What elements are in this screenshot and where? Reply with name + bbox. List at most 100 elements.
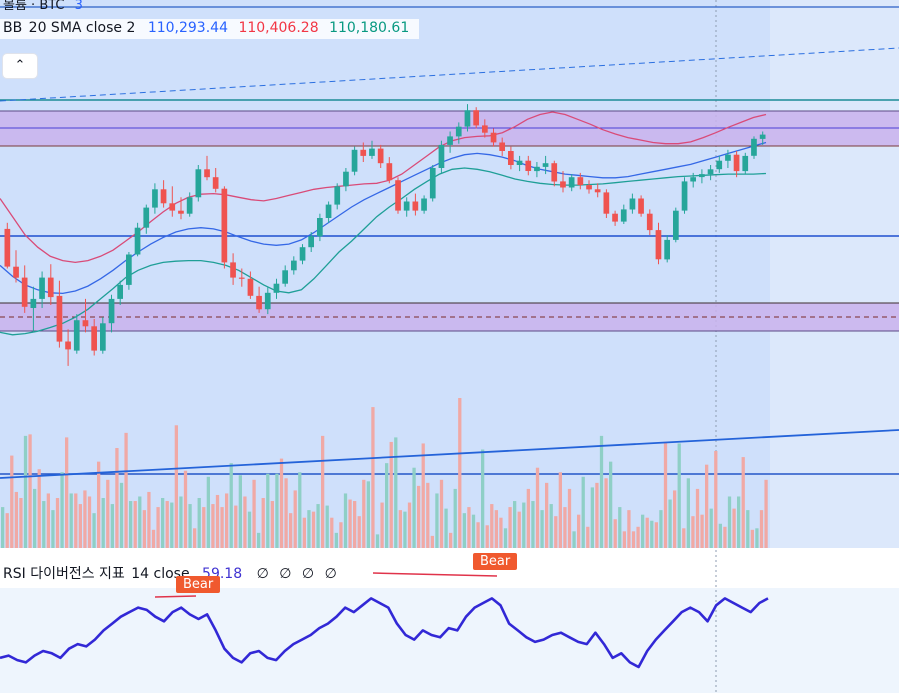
candle [386, 157, 393, 184]
candle [230, 253, 236, 285]
volume-bar [106, 479, 110, 548]
volume-bar [659, 510, 663, 548]
volume-bar [14, 491, 18, 548]
volume-bar [627, 510, 631, 548]
volume-bar [19, 498, 23, 548]
candle [429, 165, 436, 202]
candle-body [464, 110, 471, 127]
volume-bar [65, 437, 69, 548]
null-symbol: ∅ [301, 566, 315, 582]
volume-bar [42, 501, 46, 548]
candle [82, 298, 89, 333]
volume-bar [69, 493, 73, 548]
null-symbol: ∅ [256, 566, 269, 582]
candle-body [438, 144, 445, 168]
candle [516, 155, 523, 172]
volume-bar [513, 501, 517, 548]
volume-bar [206, 476, 210, 548]
volume-bar [133, 501, 137, 548]
candle [646, 209, 653, 235]
candle-body [551, 163, 558, 182]
volume-bar [156, 507, 160, 548]
candle-body [490, 132, 497, 143]
volume-bar [37, 469, 41, 548]
candle-body [742, 155, 749, 172]
volume-bar [101, 498, 105, 548]
candle-body [577, 177, 584, 186]
volume-bar [723, 526, 727, 548]
candle-body [273, 283, 280, 293]
candle [126, 252, 132, 290]
candle [195, 165, 202, 202]
volume-bar [567, 488, 572, 548]
volume-bar [714, 451, 718, 548]
rsi-name: RSI 다이버전스 지표 [3, 566, 125, 582]
candle-body [100, 323, 106, 351]
zone-layer [0, 6, 899, 475]
candle [438, 140, 445, 173]
volume-bar [540, 510, 544, 548]
rsi-legend[interactable]: RSI 다이버전스 지표 14 close 59.18 ∅ ∅ ∅ ∅ [0, 562, 347, 586]
candle-body [178, 210, 184, 214]
candle [282, 265, 288, 287]
collapse-legend-button[interactable]: ⌃ [3, 54, 37, 78]
volume-bar [87, 496, 92, 548]
candle [73, 314, 80, 354]
trendline-layer [0, 47, 899, 479]
volume-bar [412, 467, 416, 548]
candle-body [568, 177, 575, 188]
volume-bar [764, 479, 768, 548]
volume-bar [705, 464, 709, 548]
candle [742, 152, 749, 175]
bb-legend[interactable]: BB 20 SMA close 2 110,293.44 110,406.28 … [0, 19, 420, 39]
volume-bar [453, 488, 457, 548]
candle [568, 174, 575, 192]
volume-bar [691, 516, 695, 548]
volume-bar [51, 510, 55, 548]
volume-bar [682, 528, 686, 548]
volume-bar [92, 513, 96, 548]
candle [108, 294, 115, 333]
volume-bar [362, 479, 366, 548]
candle [629, 193, 636, 214]
candle-body [594, 189, 601, 193]
volume-bar [247, 511, 252, 548]
candle-body [134, 227, 141, 255]
volume-bar [266, 473, 270, 548]
volume-bar [215, 494, 220, 548]
volume-bar [686, 478, 690, 548]
candle-body [386, 163, 393, 181]
volume-bar [275, 473, 279, 548]
volume-bar [586, 526, 590, 548]
candle-body [377, 148, 384, 164]
volume-bar [490, 504, 494, 548]
volume-bar [535, 467, 540, 548]
volume-bar [339, 522, 343, 548]
volume-bar [503, 528, 508, 548]
candle [100, 317, 106, 354]
volume-bar [494, 510, 498, 548]
candle [707, 165, 714, 181]
volume-bar [165, 501, 169, 548]
volume-bar [83, 490, 87, 548]
candle [403, 197, 410, 217]
candle-body [73, 320, 80, 351]
candle [13, 250, 19, 283]
candle-body [542, 163, 549, 167]
candle [273, 278, 280, 299]
candle-body [204, 169, 210, 178]
volume-bar [398, 510, 402, 548]
candle-body [586, 185, 592, 190]
candle-body [126, 254, 132, 285]
candle [508, 146, 514, 170]
volume-bar [631, 531, 636, 548]
candle-body [152, 189, 158, 208]
volume-bar [458, 398, 462, 548]
candle-body [39, 277, 45, 299]
candle-body [395, 180, 401, 211]
volume-bar [577, 514, 581, 548]
volume-bar [741, 457, 745, 548]
volume-bar [508, 507, 512, 548]
